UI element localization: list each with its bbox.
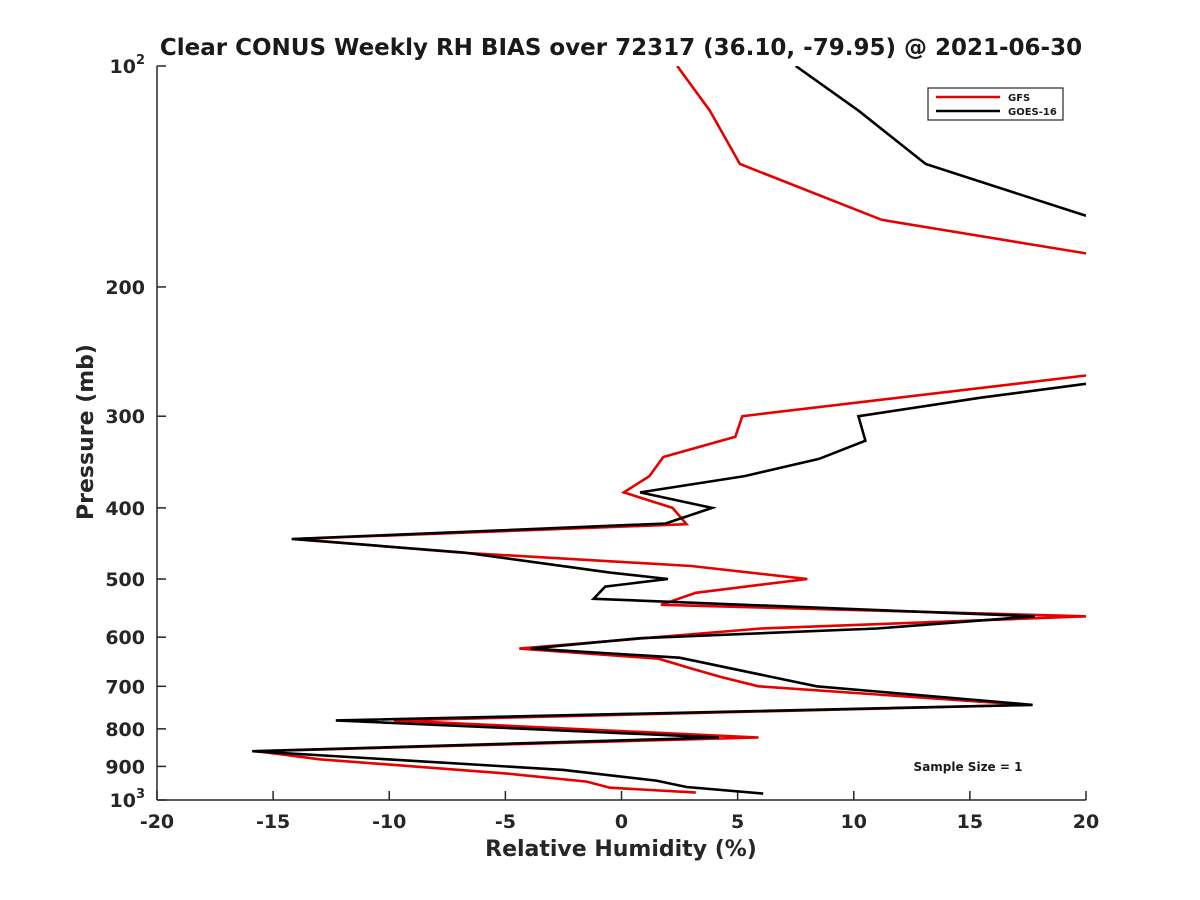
y-tick-base: 400 (105, 498, 145, 520)
y-tick-base: 10 (110, 790, 136, 812)
legend-label: GOES-16 (1008, 107, 1057, 118)
y-tick-label: 500 (105, 569, 145, 591)
legend-label: GFS (1008, 93, 1030, 104)
x-tick-label: 0 (615, 811, 628, 833)
y-tick-label: 400 (105, 498, 145, 520)
goes-16-series-line-1 (794, 66, 1086, 218)
goes-16-series-line-2 (252, 382, 1086, 795)
chart-title: Clear CONUS Weekly RH BIAS over 72317 (3… (160, 35, 1082, 61)
x-tick-label: -10 (372, 811, 406, 833)
y-tick-base: 10 (110, 56, 136, 78)
y-tick-base: 500 (105, 569, 145, 591)
x-tick-label: 5 (731, 811, 744, 833)
y-tick-base: 700 (105, 676, 145, 698)
x-axis-label: Relative Humidity (%) (485, 837, 757, 862)
series-layer (252, 66, 1086, 795)
x-tick-label: -20 (140, 811, 174, 833)
sample-size-annotation: Sample Size = 1 (914, 760, 1023, 774)
x-tick-label: 15 (957, 811, 983, 833)
y-tick-base: 800 (105, 719, 145, 741)
x-tick-label: -15 (256, 811, 290, 833)
y-tick-label: 900 (105, 756, 145, 778)
y-tick-base: 900 (105, 756, 145, 778)
legend-box (927, 87, 1064, 121)
y-tick-base: 300 (105, 406, 145, 428)
y-tick-label: 200 (105, 277, 145, 299)
axis-ticks: -20 -15 -10 -5 0 5 10 15 20102200300400500600700… (105, 53, 1099, 833)
y-tick-base: 200 (105, 277, 145, 299)
y-axis-label: Pressure (mb) (74, 344, 99, 520)
y-tick-label: 700 (105, 676, 145, 698)
gfs-series-line-1 (676, 66, 1086, 255)
x-tick-label: -5 (495, 811, 516, 833)
y-tick-exponent: 3 (136, 787, 145, 802)
y-tick-exponent: 2 (136, 53, 145, 68)
y-tick-label: 300 (105, 406, 145, 428)
y-tick-label: 103 (110, 787, 146, 812)
x-tick-label: 10 (841, 811, 867, 833)
legend: GFS GOES-16 (927, 87, 1064, 121)
y-tick-label: 102 (110, 53, 146, 78)
y-tick-label: 800 (105, 719, 145, 741)
x-tick-label: 20 (1073, 811, 1099, 833)
y-tick-base: 600 (105, 627, 145, 649)
y-tick-label: 600 (105, 627, 145, 649)
